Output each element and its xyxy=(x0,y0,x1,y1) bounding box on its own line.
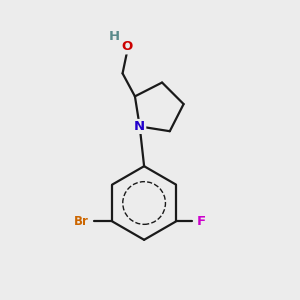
Text: H: H xyxy=(109,30,120,44)
Text: O: O xyxy=(122,40,133,53)
Text: Br: Br xyxy=(74,215,89,228)
Text: F: F xyxy=(197,215,206,228)
Text: N: N xyxy=(134,120,145,133)
